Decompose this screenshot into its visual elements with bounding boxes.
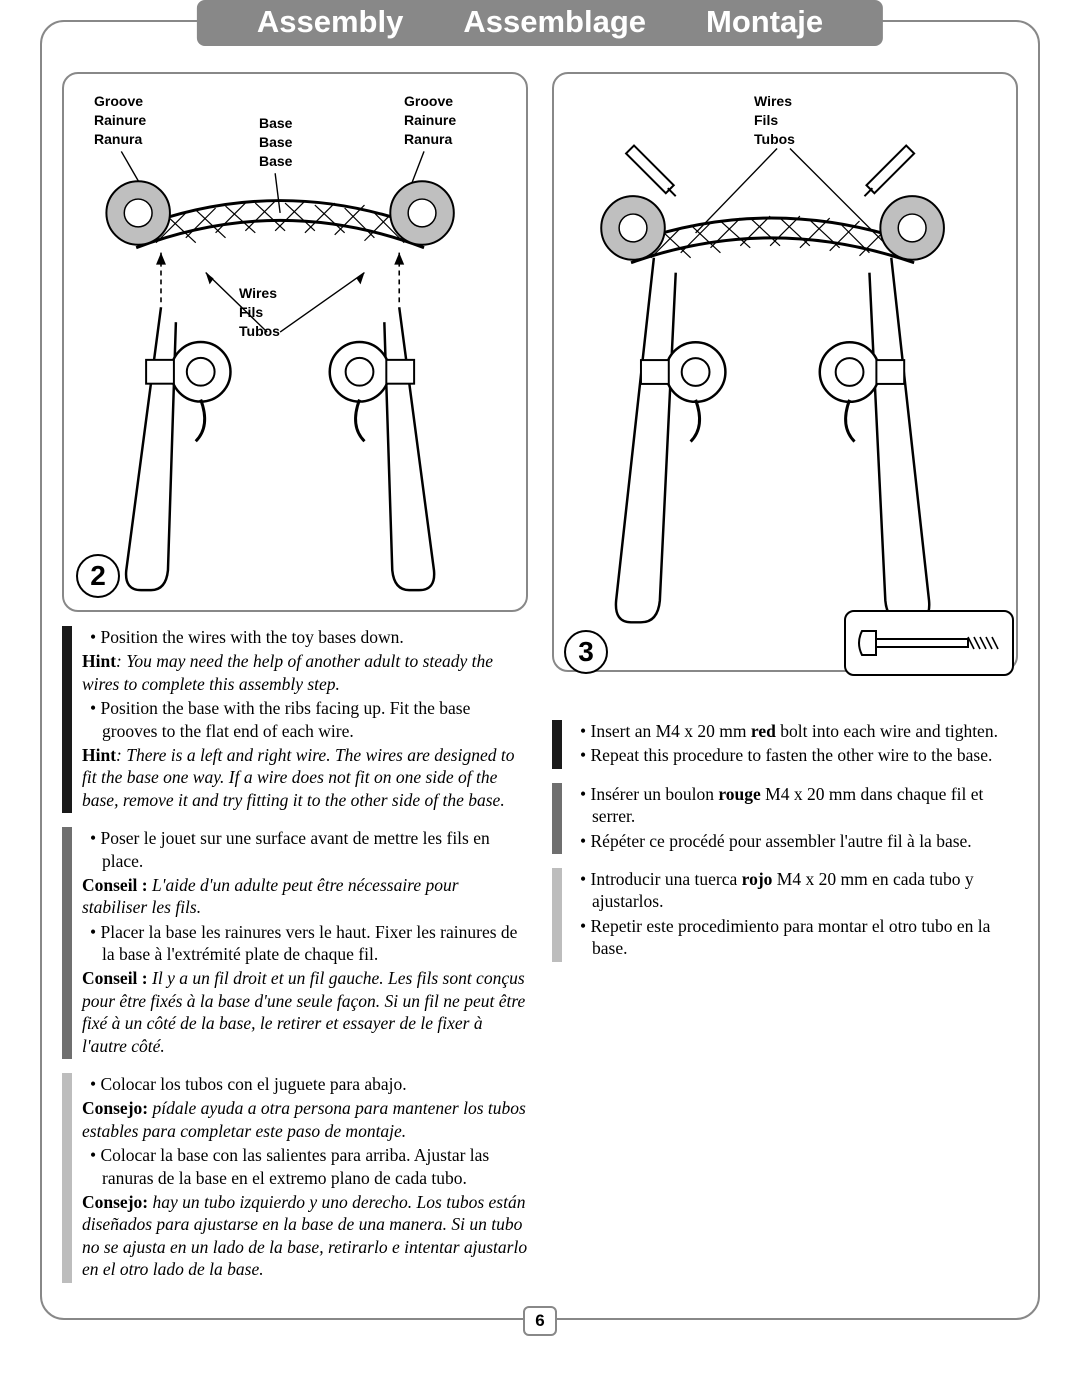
step2-en: • Position the wires with the toy bases … <box>62 626 528 813</box>
diagram-3-svg <box>554 74 1016 670</box>
header-fr: Assemblage <box>463 4 646 40</box>
bolt-inset <box>844 610 1014 676</box>
bolt-icon <box>854 623 1004 663</box>
lang-bar-es <box>62 1073 72 1283</box>
step-number-3: 3 <box>564 630 608 674</box>
section-header: Assembly Assemblage Montaje <box>197 0 883 46</box>
step2-fr: • Poser le jouet sur une surface avant d… <box>62 827 528 1059</box>
diagram-step-3: Wires Fils Tubos <box>552 72 1018 672</box>
step3-en: • Insert an M4 x 20 mm red bolt into eac… <box>552 720 1018 769</box>
step-number-2: 2 <box>76 554 120 598</box>
step3-fr: • Insérer un boulon rouge M4 x 20 mm dan… <box>552 783 1018 854</box>
diagram-2-svg <box>64 74 526 610</box>
right-column: Wires Fils Tubos <box>552 72 1018 1283</box>
lang-bar-en <box>62 626 72 813</box>
lang-bar-fr <box>552 783 562 854</box>
step3-es: • Introducir una tuerca rojo M4 x 20 mm … <box>552 868 1018 962</box>
page-number: 6 <box>523 1306 557 1336</box>
lang-bar-fr <box>62 827 72 1059</box>
step2-es: • Colocar los tubos con el juguete para … <box>62 1073 528 1283</box>
lang-bar-en <box>552 720 562 769</box>
columns: Groove Rainure Ranura Base Base Base Gro… <box>62 72 1018 1283</box>
label-wires: Wires Fils Tubos <box>239 284 280 341</box>
page-frame: Assembly Assemblage Montaje Groove Rainu… <box>40 20 1040 1320</box>
left-column: Groove Rainure Ranura Base Base Base Gro… <box>62 72 528 1283</box>
diagram-step-2: Groove Rainure Ranura Base Base Base Gro… <box>62 72 528 612</box>
label-groove-left: Groove Rainure Ranura <box>94 92 146 149</box>
label-wires-3: Wires Fils Tubos <box>754 92 795 149</box>
header-en: Assembly <box>257 4 403 40</box>
label-base: Base Base Base <box>259 114 292 171</box>
header-es: Montaje <box>706 4 823 40</box>
lang-bar-es <box>552 868 562 962</box>
label-groove-right: Groove Rainure Ranura <box>404 92 456 149</box>
